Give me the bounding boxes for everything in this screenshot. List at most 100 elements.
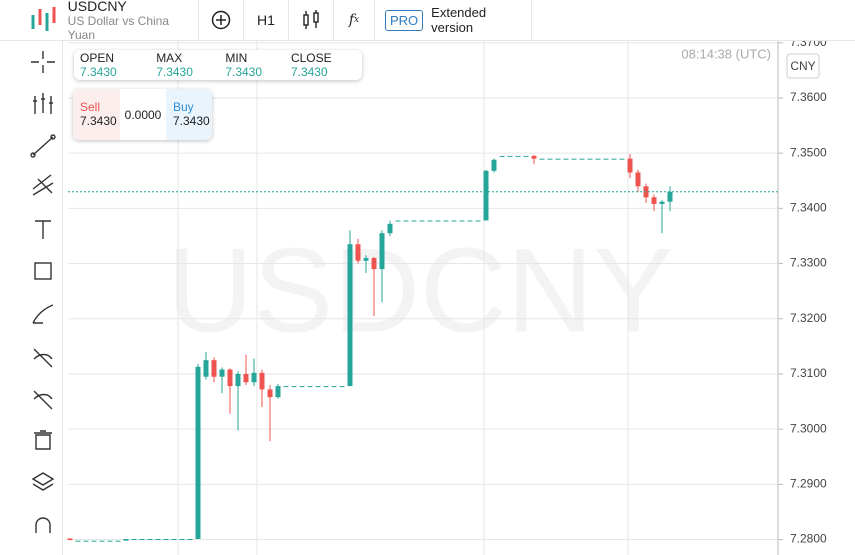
candle-body — [483, 170, 489, 221]
candle-body — [347, 244, 353, 387]
candle-body — [595, 158, 601, 160]
candle-body — [579, 158, 585, 160]
chart-type[interactable] — [289, 0, 334, 40]
candle-body — [443, 220, 449, 222]
candle-body — [307, 386, 313, 388]
candle-body — [291, 386, 297, 388]
candle-body — [603, 158, 609, 160]
candle-body — [387, 223, 393, 234]
candle-body — [523, 155, 529, 157]
candle-body — [371, 258, 377, 270]
candle-body — [251, 372, 257, 383]
y-tick-label: 7.3500 — [790, 145, 827, 159]
candle-body — [131, 538, 137, 540]
candle-body — [411, 220, 417, 222]
currency-button[interactable] — [786, 53, 820, 79]
open-label: OPEN — [80, 51, 115, 65]
candle-body — [67, 538, 73, 541]
shape-tool[interactable] — [34, 262, 52, 280]
text-tool[interactable] — [35, 220, 51, 239]
y-tick-label: 7.3100 — [790, 366, 827, 380]
candle-body — [235, 373, 241, 387]
buy-button[interactable]: Buy 7.3430 — [166, 89, 212, 140]
layers[interactable] — [31, 472, 55, 491]
timestamp: 08:14:38 (UTC) — [681, 46, 771, 61]
y-tick-label: 7.3300 — [790, 256, 827, 270]
candle-body — [323, 386, 329, 388]
y-tick-label: 7.3200 — [790, 311, 827, 325]
candle-body — [107, 540, 113, 542]
brush-tool[interactable] — [32, 304, 54, 324]
candle-body — [563, 158, 569, 160]
pro-badge: PRO — [385, 9, 424, 31]
plus-icon — [211, 10, 231, 30]
candle-body — [611, 158, 617, 160]
line-tool[interactable] — [32, 136, 54, 156]
candle-body — [499, 155, 505, 157]
sell-label: Sell — [80, 100, 101, 114]
sell-price: 7.3430 — [80, 114, 117, 128]
candle-body — [283, 386, 289, 388]
tool-icons — [30, 51, 56, 533]
watermark: USDCNY — [167, 224, 674, 358]
add-indicator[interactable] — [199, 0, 244, 40]
timeframe[interactable]: H1 — [244, 0, 289, 40]
min-label: MIN — [225, 51, 248, 65]
time-grid — [177, 40, 629, 555]
candle-body — [435, 220, 441, 222]
candle-body — [427, 220, 433, 222]
max-label: MAX — [156, 51, 183, 65]
candle-body — [547, 158, 553, 160]
candle-body — [355, 244, 361, 261]
candle-body — [299, 386, 305, 388]
candle-body — [115, 540, 121, 542]
bars-tool[interactable] — [33, 93, 53, 114]
candle-body — [451, 220, 457, 222]
candle-body — [171, 538, 177, 540]
y-tick-label: 7.2800 — [790, 532, 827, 546]
candle-body — [147, 538, 153, 540]
candle-body — [459, 220, 465, 222]
buy-label: Buy — [173, 100, 194, 114]
y-tick-label: 7.3400 — [790, 201, 827, 215]
candle-body — [339, 386, 345, 388]
delete-all[interactable] — [34, 430, 52, 450]
candle-body — [363, 258, 369, 261]
candle-body — [403, 220, 409, 222]
candle-body — [331, 386, 337, 388]
candle-body — [507, 155, 513, 157]
candle-body — [379, 233, 385, 270]
max-value: 7.3430 — [156, 65, 193, 79]
candle-body — [651, 197, 657, 204]
candle-body — [659, 201, 665, 204]
candle-body — [491, 159, 497, 171]
candle-body — [187, 538, 193, 540]
symbol-block[interactable]: USDCNY US Dollar vs China Yuan — [0, 0, 199, 42]
sell-button[interactable]: Sell 7.3430 — [73, 89, 120, 140]
fib-tool[interactable] — [32, 174, 54, 196]
candle-body — [259, 372, 265, 390]
trade-panel: Sell 7.3430 0.0000 Buy 7.3430 — [73, 89, 212, 140]
candle-body — [219, 369, 225, 377]
candle-body — [163, 538, 169, 540]
y-tick-label: 7.3000 — [790, 421, 827, 435]
hide-drawings[interactable] — [33, 348, 53, 368]
candle-body — [571, 158, 577, 160]
pro-block[interactable]: PRO Extended version — [375, 0, 532, 40]
candle-body — [267, 389, 273, 398]
crosshair[interactable] — [31, 51, 55, 73]
candle-body — [203, 360, 209, 377]
buy-price: 7.3430 — [173, 114, 210, 128]
candle-body — [627, 158, 633, 173]
currency[interactable]: CNY — [790, 59, 815, 73]
symbol: USDCNY — [67, 0, 127, 14]
candle-body — [635, 172, 641, 187]
hide-indicators[interactable] — [33, 390, 53, 410]
tool-bar — [0, 41, 63, 555]
magnet[interactable] — [35, 517, 51, 533]
candle-body — [123, 538, 129, 541]
